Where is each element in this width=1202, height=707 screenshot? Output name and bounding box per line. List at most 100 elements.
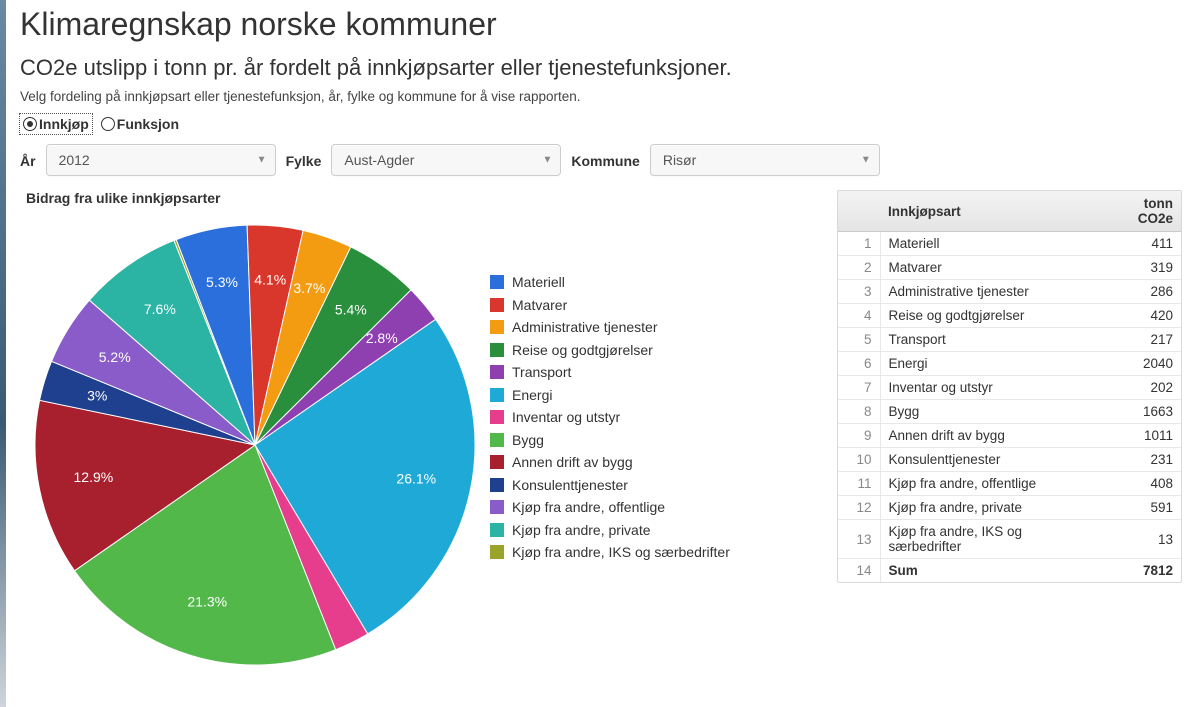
- row-index: 1: [838, 232, 881, 256]
- kommune-dropdown[interactable]: Risør ▼: [650, 144, 880, 176]
- table-row[interactable]: 11Kjøp fra andre, offentlige408: [838, 472, 1182, 496]
- fylke-dropdown[interactable]: Aust-Agder ▼: [331, 144, 561, 176]
- table-row[interactable]: 2Matvarer319: [838, 256, 1182, 280]
- row-index: 4: [838, 304, 881, 328]
- table-row[interactable]: 5Transport217: [838, 328, 1182, 352]
- table-row[interactable]: 13Kjøp fra andre, IKS og særbedrifter13: [838, 520, 1182, 559]
- row-index: 6: [838, 352, 881, 376]
- aar-dropdown[interactable]: 2012 ▼: [46, 144, 276, 176]
- row-index: 14: [838, 559, 881, 583]
- row-value: 408: [1099, 472, 1181, 496]
- row-value: 2040: [1099, 352, 1181, 376]
- legend-label: Konsulenttjenester: [512, 477, 628, 493]
- row-name: Inventar og utstyr: [880, 376, 1099, 400]
- legend-item[interactable]: Kjøp fra andre, offentlige: [490, 499, 730, 515]
- legend-swatch: [490, 298, 504, 312]
- legend-item[interactable]: Kjøp fra andre, IKS og særbedrifter: [490, 544, 730, 560]
- legend-label: Kjøp fra andre, private: [512, 522, 651, 538]
- table-row[interactable]: 7Inventar og utstyr202: [838, 376, 1182, 400]
- table-row[interactable]: 12Kjøp fra andre, private591: [838, 496, 1182, 520]
- table-row[interactable]: 9Annen drift av bygg1011: [838, 424, 1182, 448]
- row-index: 12: [838, 496, 881, 520]
- legend-item[interactable]: Annen drift av bygg: [490, 454, 730, 470]
- row-index: 7: [838, 376, 881, 400]
- table-header-name: Innkjøpsart: [880, 191, 1099, 232]
- chart-legend: Materiell Matvarer Administrative tjeneste…: [490, 274, 730, 567]
- row-index: 2: [838, 256, 881, 280]
- legend-item[interactable]: Materiell: [490, 274, 730, 290]
- legend-item[interactable]: Inventar og utstyr: [490, 409, 730, 425]
- row-name: Transport: [880, 328, 1099, 352]
- fylke-value: Aust-Agder: [344, 152, 414, 168]
- legend-item[interactable]: Transport: [490, 364, 730, 380]
- row-name: Sum: [880, 559, 1099, 583]
- table-row[interactable]: 1Materiell411: [838, 232, 1182, 256]
- row-name: Kjøp fra andre, IKS og særbedrifter: [880, 520, 1099, 559]
- chart-panel: Bidrag fra ulike innkjøpsarter 5.3%4.1%3…: [20, 184, 817, 680]
- legend-swatch: [490, 320, 504, 334]
- row-value: 411: [1099, 232, 1181, 256]
- legend-label: Inventar og utstyr: [512, 409, 620, 425]
- row-value: 217: [1099, 328, 1181, 352]
- legend-item[interactable]: Konsulenttjenester: [490, 477, 730, 493]
- row-value: 591: [1099, 496, 1181, 520]
- chevron-down-icon: ▼: [861, 155, 871, 166]
- legend-item[interactable]: Reise og godtgjørelser: [490, 342, 730, 358]
- row-index: 5: [838, 328, 881, 352]
- legend-label: Matvarer: [512, 297, 567, 313]
- table-header-index: [838, 191, 881, 232]
- table-row[interactable]: 3Administrative tjenester286: [838, 280, 1182, 304]
- row-value: 1011: [1099, 424, 1181, 448]
- radio-funksjon[interactable]: Funksjon: [98, 114, 182, 134]
- legend-item[interactable]: Kjøp fra andre, private: [490, 522, 730, 538]
- legend-swatch: [490, 365, 504, 379]
- row-value: 319: [1099, 256, 1181, 280]
- row-name: Matvarer: [880, 256, 1099, 280]
- row-name: Reise og godtgjørelser: [880, 304, 1099, 328]
- legend-label: Reise og godtgjørelser: [512, 342, 653, 358]
- legend-swatch: [490, 388, 504, 402]
- legend-swatch: [490, 523, 504, 537]
- page-title: Klimaregnskap norske kommuner: [20, 6, 1182, 43]
- row-name: Kjøp fra andre, private: [880, 496, 1099, 520]
- legend-swatch: [490, 478, 504, 492]
- table-row[interactable]: 10Konsulenttjenester231: [838, 448, 1182, 472]
- legend-item[interactable]: Administrative tjenester: [490, 319, 730, 335]
- pie-chart: 5.3%4.1%3.7%5.4%2.8%26.1%21.3%12.9%3%5.2…: [20, 210, 490, 680]
- row-name: Annen drift av bygg: [880, 424, 1099, 448]
- chevron-down-icon: ▼: [257, 155, 267, 166]
- row-name: Administrative tjenester: [880, 280, 1099, 304]
- row-value: 286: [1099, 280, 1181, 304]
- row-value: 420: [1099, 304, 1181, 328]
- row-index: 10: [838, 448, 881, 472]
- row-index: 3: [838, 280, 881, 304]
- row-index: 9: [838, 424, 881, 448]
- row-name: Kjøp fra andre, offentlige: [880, 472, 1099, 496]
- filter-row: År 2012 ▼ Fylke Aust-Agder ▼ Kommune Ris…: [20, 144, 1182, 176]
- legend-label: Transport: [512, 364, 571, 380]
- legend-item[interactable]: Matvarer: [490, 297, 730, 313]
- table-row[interactable]: 8Bygg1663: [838, 400, 1182, 424]
- fylke-label: Fylke: [286, 151, 322, 169]
- data-table: Innkjøpsart tonn CO2e 1Materiell4112Matv…: [837, 190, 1183, 583]
- row-index: 13: [838, 520, 881, 559]
- legend-item[interactable]: Bygg: [490, 432, 730, 448]
- row-name: Bygg: [880, 400, 1099, 424]
- legend-swatch: [490, 455, 504, 469]
- table-row[interactable]: 6Energi2040: [838, 352, 1182, 376]
- aar-value: 2012: [59, 152, 90, 168]
- legend-item[interactable]: Energi: [490, 387, 730, 403]
- table-row[interactable]: 4Reise og godtgjørelser420: [838, 304, 1182, 328]
- table-sum-row: 14Sum7812: [838, 559, 1182, 583]
- row-value: 13: [1099, 520, 1181, 559]
- row-value: 7812: [1099, 559, 1181, 583]
- kommune-value: Risør: [663, 152, 696, 168]
- legend-swatch: [490, 410, 504, 424]
- row-name: Konsulenttjenester: [880, 448, 1099, 472]
- radio-innkjop[interactable]: Innkjøp: [20, 114, 92, 134]
- legend-label: Kjøp fra andre, IKS og særbedrifter: [512, 544, 730, 560]
- radio-innkjop-label: Innkjøp: [39, 116, 89, 132]
- view-type-radio-group: Innkjøp Funksjon: [20, 114, 1182, 134]
- aar-label: År: [20, 151, 36, 169]
- row-name: Materiell: [880, 232, 1099, 256]
